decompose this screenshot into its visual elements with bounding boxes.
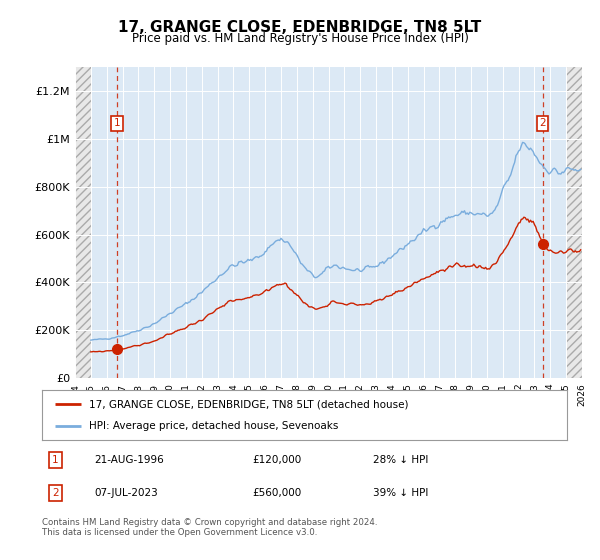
Text: 21-AUG-1996: 21-AUG-1996	[95, 455, 164, 465]
Text: Contains HM Land Registry data © Crown copyright and database right 2024.
This d: Contains HM Land Registry data © Crown c…	[42, 518, 377, 538]
Text: 28% ↓ HPI: 28% ↓ HPI	[373, 455, 428, 465]
Text: 17, GRANGE CLOSE, EDENBRIDGE, TN8 5LT (detached house): 17, GRANGE CLOSE, EDENBRIDGE, TN8 5LT (d…	[89, 399, 409, 409]
Bar	[566, 67, 582, 378]
Text: 07-JUL-2023: 07-JUL-2023	[95, 488, 158, 498]
Text: £560,000: £560,000	[252, 488, 301, 498]
Text: 1: 1	[52, 455, 58, 465]
Text: 2: 2	[539, 118, 546, 128]
Text: HPI: Average price, detached house, Sevenoaks: HPI: Average price, detached house, Seve…	[89, 421, 338, 431]
Bar	[75, 67, 91, 378]
Text: 1: 1	[113, 118, 120, 128]
Text: Price paid vs. HM Land Registry's House Price Index (HPI): Price paid vs. HM Land Registry's House …	[131, 32, 469, 45]
Text: 39% ↓ HPI: 39% ↓ HPI	[373, 488, 428, 498]
Text: 2: 2	[52, 488, 58, 498]
Text: 17, GRANGE CLOSE, EDENBRIDGE, TN8 5LT: 17, GRANGE CLOSE, EDENBRIDGE, TN8 5LT	[118, 20, 482, 35]
Text: £120,000: £120,000	[252, 455, 301, 465]
